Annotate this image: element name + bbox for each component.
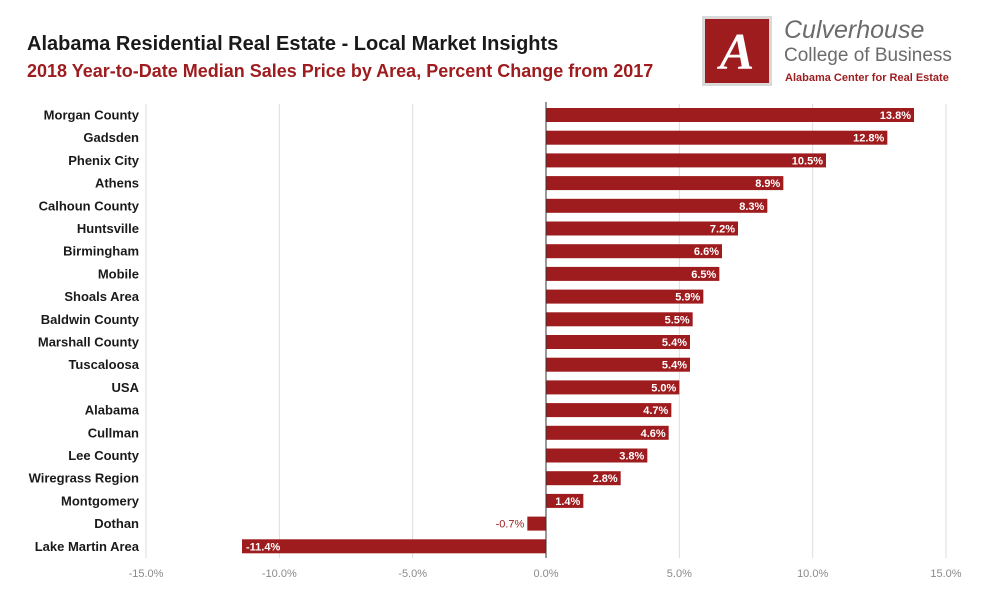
bar xyxy=(527,516,546,531)
category-label: Wiregrass Region xyxy=(29,471,139,486)
value-label: 3.8% xyxy=(619,451,644,463)
category-label: USA xyxy=(112,380,140,395)
category-label: Lee County xyxy=(68,448,140,463)
value-label: 6.5% xyxy=(691,269,716,281)
bar xyxy=(546,335,690,349)
brand-college: College of Business xyxy=(784,45,952,66)
value-label: 4.7% xyxy=(643,405,668,417)
chart-title: Alabama Residential Real Estate - Local … xyxy=(27,33,559,55)
bar xyxy=(546,471,621,486)
bar xyxy=(546,403,672,418)
value-label: 1.4% xyxy=(555,496,580,508)
x-tick-label: -5.0% xyxy=(398,568,427,580)
category-label: Gadsden xyxy=(83,130,139,145)
bar xyxy=(546,493,584,508)
x-tick-label: 0.0% xyxy=(533,568,558,580)
category-label: Baldwin County xyxy=(41,312,140,327)
category-label: Lake Martin Area xyxy=(35,539,140,554)
value-label: 2.8% xyxy=(593,473,618,485)
bar xyxy=(546,448,648,463)
value-label: 7.2% xyxy=(710,224,735,236)
value-label: 4.6% xyxy=(641,428,666,440)
category-label: Huntsville xyxy=(77,221,139,236)
value-label: 5.9% xyxy=(675,292,700,304)
bar xyxy=(546,153,826,168)
x-tick-label: -15.0% xyxy=(129,568,164,580)
bar xyxy=(546,176,784,191)
category-label: Mobile xyxy=(98,266,139,281)
value-label: 5.4% xyxy=(662,337,687,349)
bar xyxy=(546,312,693,327)
bar xyxy=(546,380,680,395)
bar xyxy=(546,357,690,372)
value-label: 5.0% xyxy=(651,382,676,394)
bar xyxy=(546,108,914,122)
value-label: -0.7% xyxy=(496,519,525,531)
value-label: 13.8% xyxy=(880,110,911,122)
brand-name: Culverhouse xyxy=(784,16,925,44)
value-label: 12.8% xyxy=(853,133,884,145)
value-label: 5.4% xyxy=(662,360,687,372)
bar xyxy=(546,198,768,213)
bar xyxy=(546,130,888,145)
category-label: Calhoun County xyxy=(39,198,140,213)
chart-subtitle: 2018 Year-to-Date Median Sales Price by … xyxy=(27,61,654,81)
value-label: 5.5% xyxy=(665,314,690,326)
value-label: 8.3% xyxy=(739,201,764,213)
category-label: Tuscaloosa xyxy=(68,357,139,372)
category-label: Morgan County xyxy=(44,108,140,123)
category-label: Dothan xyxy=(94,516,139,531)
x-tick-label: -10.0% xyxy=(262,568,297,580)
svg-text:A: A xyxy=(717,24,755,81)
category-label: Birmingham xyxy=(63,244,139,259)
bar xyxy=(242,539,546,554)
bar xyxy=(546,221,738,236)
category-label: Athens xyxy=(95,176,139,191)
x-tick-label: 15.0% xyxy=(930,568,961,580)
x-tick-label: 5.0% xyxy=(667,568,692,580)
bar xyxy=(546,244,722,259)
script-a-logo-icon: A xyxy=(702,16,772,86)
bar xyxy=(546,266,720,281)
category-label: Alabama xyxy=(85,403,140,418)
category-label: Phenix City xyxy=(68,153,140,168)
value-label: 10.5% xyxy=(792,155,823,167)
category-label: Marshall County xyxy=(38,335,140,350)
value-label: 8.9% xyxy=(755,178,780,190)
bar xyxy=(546,425,669,440)
category-label: Cullman xyxy=(88,425,139,440)
value-label: -11.4% xyxy=(246,541,280,553)
category-label: Montgomery xyxy=(61,493,140,508)
brand-center: Alabama Center for Real Estate xyxy=(785,72,949,84)
value-label: 6.6% xyxy=(694,246,719,258)
category-label: Shoals Area xyxy=(64,289,139,304)
x-tick-label: 10.0% xyxy=(797,568,828,580)
bar xyxy=(546,289,704,304)
